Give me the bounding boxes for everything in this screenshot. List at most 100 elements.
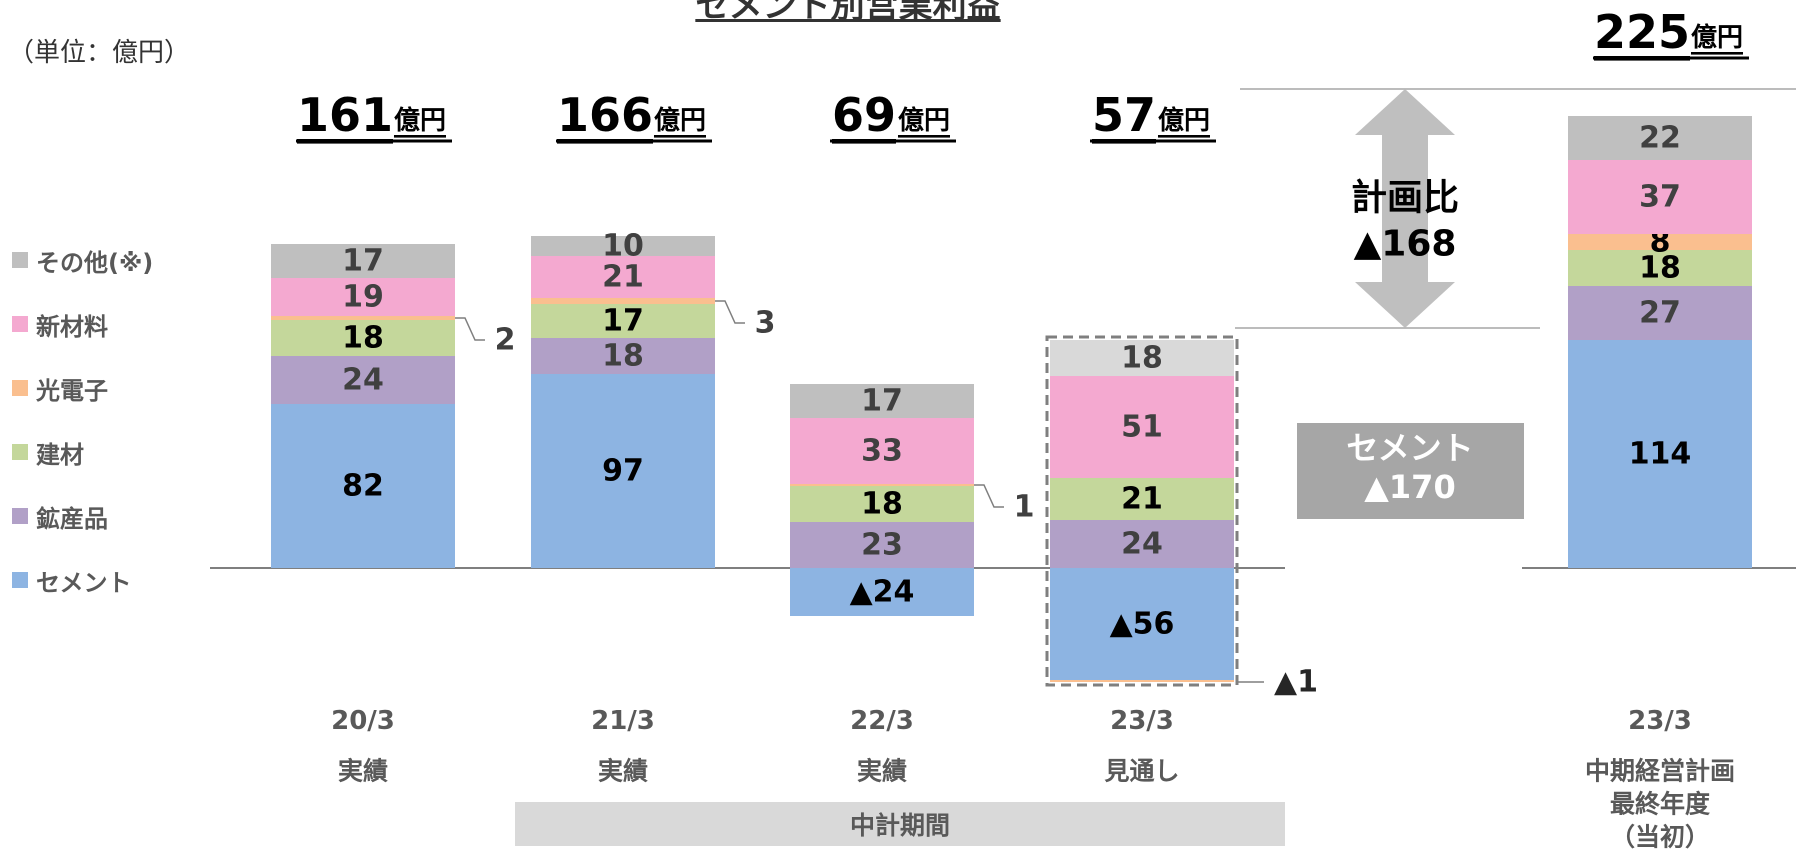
bar-value-label: 114 bbox=[1629, 437, 1692, 472]
legend-label: 新材料 bbox=[36, 312, 108, 341]
legend-item: 鉱産品 bbox=[12, 484, 153, 548]
category-label: 22/3 bbox=[850, 706, 914, 736]
leader-line bbox=[974, 484, 1004, 508]
category-label: 20/3 bbox=[331, 706, 395, 736]
legend-item: 新材料 bbox=[12, 292, 153, 356]
bar-total-unit: 億円 bbox=[654, 106, 706, 136]
category-sublabel: 見通し bbox=[1104, 757, 1179, 786]
bar-segment bbox=[790, 486, 974, 522]
legend-item: その他(※) bbox=[12, 228, 153, 292]
bar-segment bbox=[1050, 520, 1234, 568]
legend-swatch bbox=[12, 380, 28, 396]
bar-value-label: 2 bbox=[495, 323, 516, 358]
bar-value-label: 17 bbox=[342, 244, 384, 279]
cement-diff-title: セメント bbox=[1346, 429, 1473, 467]
category-sublabel: 実績 bbox=[338, 757, 388, 786]
bar-segment bbox=[1050, 478, 1234, 520]
bar-value-label: 17 bbox=[602, 304, 644, 339]
bar-segment bbox=[531, 338, 715, 374]
plan-diff-value: ▲168 bbox=[1354, 224, 1457, 265]
bar-total-label: 225 bbox=[1594, 5, 1690, 59]
bar-segment bbox=[1050, 680, 1234, 682]
bar-value-label: 37 bbox=[1639, 180, 1681, 215]
bar-total-unit: 億円 bbox=[394, 106, 446, 136]
unit-label: （単位：億円） bbox=[8, 38, 191, 68]
cement-diff-box bbox=[1297, 423, 1524, 519]
bar-value-label: ▲24 bbox=[850, 575, 915, 610]
bar-value-label: 97 bbox=[602, 454, 644, 489]
legend-label: セメント bbox=[36, 568, 132, 597]
legend: その他(※) 新材料光電子建材鉱産品セメント bbox=[12, 228, 153, 612]
bar-segment bbox=[790, 384, 974, 418]
bar-segment bbox=[531, 298, 715, 304]
legend-label: その他(※) bbox=[36, 248, 154, 277]
bar-segment bbox=[790, 418, 974, 484]
bar-value-label: ▲1 bbox=[1274, 665, 1318, 700]
bar-segment bbox=[1050, 568, 1234, 680]
bar-value-label: 18 bbox=[342, 321, 384, 356]
bar-value-label: 24 bbox=[342, 363, 384, 398]
category-label: 23/3 bbox=[1110, 706, 1174, 736]
bar-segment bbox=[531, 256, 715, 298]
bar-segment bbox=[1568, 234, 1752, 250]
chart-title: セメント別営業利益 bbox=[695, 0, 1001, 26]
plan-diff-title: 計画比 bbox=[1351, 178, 1459, 219]
bar-value-label: 18 bbox=[1121, 341, 1163, 376]
bar-segment bbox=[1568, 286, 1752, 340]
mid-term-period-band: 中計期間 bbox=[515, 802, 1285, 846]
bar-value-label: 3 bbox=[755, 306, 776, 341]
bar-segment bbox=[1568, 160, 1752, 234]
bar-total-unit: 億円 bbox=[898, 106, 950, 136]
legend-item: 光電子 bbox=[12, 356, 153, 420]
category-sublabel: 実績 bbox=[857, 757, 907, 786]
leader-line bbox=[455, 317, 485, 341]
category-sublabel: （当初） bbox=[1610, 823, 1710, 850]
category-sublabel: 実績 bbox=[598, 757, 648, 786]
bar-segment bbox=[790, 568, 974, 616]
bar-value-label: 1 bbox=[1014, 490, 1035, 525]
bar-value-label: 27 bbox=[1639, 296, 1681, 331]
bar-value-label: 23 bbox=[861, 528, 903, 563]
legend-label: 光電子 bbox=[36, 376, 108, 405]
bar-segment bbox=[531, 304, 715, 338]
bar-value-label: ▲56 bbox=[1110, 607, 1175, 642]
bar-segment bbox=[271, 244, 455, 278]
bar-value-label: 21 bbox=[1121, 482, 1163, 517]
bar-value-label: 17 bbox=[861, 384, 903, 419]
bar-segment bbox=[271, 316, 455, 320]
legend-label: 建材 bbox=[36, 440, 84, 469]
bar-value-label: 18 bbox=[602, 339, 644, 374]
legend-swatch bbox=[12, 572, 28, 588]
forecast-dashed-frame bbox=[1045, 335, 1239, 687]
category-label: 23/3 bbox=[1628, 706, 1692, 736]
legend-swatch bbox=[12, 316, 28, 332]
bar-segment bbox=[271, 278, 455, 316]
bar-segment bbox=[1568, 340, 1752, 568]
bar-value-label: 21 bbox=[602, 260, 644, 295]
bar-total-label: 57 bbox=[1092, 88, 1156, 142]
leader-line bbox=[715, 300, 745, 324]
bar-segment bbox=[790, 484, 974, 486]
bar-total-unit: 億円 bbox=[1158, 106, 1210, 136]
bar-value-label: 18 bbox=[861, 487, 903, 522]
bar-value-label: 19 bbox=[342, 280, 384, 315]
bar-value-label: 51 bbox=[1121, 410, 1163, 445]
bar-value-label: 33 bbox=[861, 434, 903, 469]
cement-diff-value: ▲170 bbox=[1364, 468, 1455, 506]
bar-segment bbox=[271, 320, 455, 356]
legend-item: セメント bbox=[12, 548, 153, 612]
legend-item: 建材 bbox=[12, 420, 153, 484]
category-sublabel: 中期経営計画 bbox=[1585, 757, 1735, 786]
bar-total-label: 166 bbox=[557, 88, 653, 142]
bar-value-label: 24 bbox=[1121, 527, 1163, 562]
legend-swatch bbox=[12, 252, 28, 268]
bar-total-unit: 億円 bbox=[1691, 23, 1743, 53]
bar-segment bbox=[271, 404, 455, 568]
bar-segment bbox=[531, 374, 715, 568]
bar-segment bbox=[1050, 340, 1234, 376]
category-sublabel: 最終年度 bbox=[1610, 790, 1710, 819]
legend-swatch bbox=[12, 508, 28, 524]
bar-value-label: 18 bbox=[1639, 251, 1681, 286]
bar-segment bbox=[1568, 116, 1752, 160]
